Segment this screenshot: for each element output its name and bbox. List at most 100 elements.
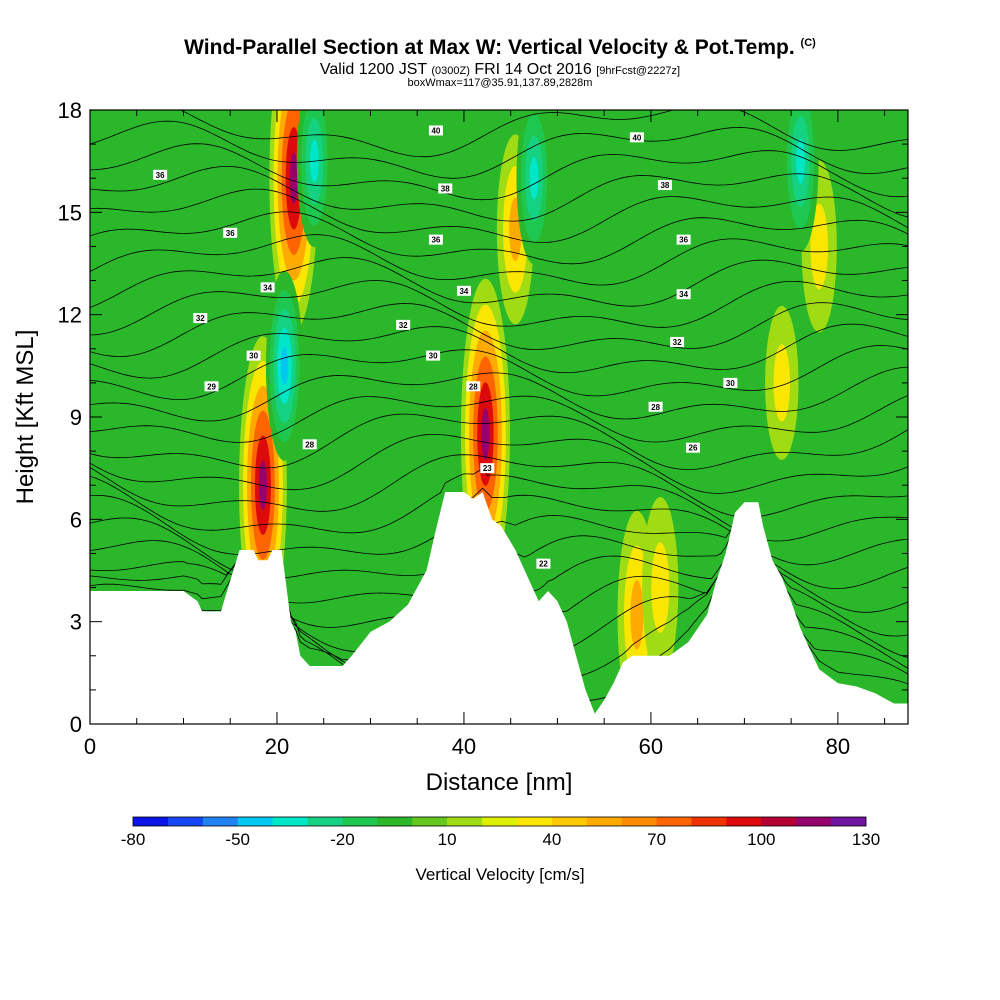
contour-label-text-4: 38 — [660, 181, 669, 190]
contour-label-20: 28 — [302, 439, 317, 450]
colorbar-tick-label-2: -20 — [330, 830, 355, 849]
colorbar-swatch-5 — [307, 817, 343, 826]
contour-label-text-21: 26 — [689, 444, 698, 453]
isentrope-line-19 — [90, 234, 908, 286]
x-tick-label-1: 20 — [265, 734, 289, 759]
contour-label-text-7: 36 — [679, 236, 688, 245]
colorbar-swatch-8 — [412, 817, 448, 826]
y-tick-label-3: 9 — [70, 405, 82, 430]
x-axis-title: Distance [nm] — [426, 769, 573, 796]
x-tick-label-4: 80 — [826, 734, 850, 759]
colorbar-tick-label-3: 10 — [438, 830, 457, 849]
isentrope-line-15 — [90, 323, 908, 379]
chart-subtitle-2: boxWmax=117@35.91,137.89,2828m — [407, 77, 593, 89]
contour-label-text-11: 32 — [196, 314, 205, 323]
contour-label-bg-4 — [657, 180, 672, 191]
contour-label-3: 38 — [438, 183, 453, 194]
isentrope-line-7 — [90, 487, 908, 566]
contour-label-19: 28 — [648, 401, 663, 412]
updraft-core-4-level-2 — [630, 580, 644, 650]
contour-label-2: 36 — [153, 169, 168, 180]
downdraft-core-3-level-3 — [795, 138, 805, 184]
terrain-mask — [90, 492, 908, 724]
contour-label-text-15: 30 — [429, 352, 438, 361]
subtitle-date: FRI 14 Oct 2016 — [474, 61, 592, 78]
contour-label-16: 30 — [723, 377, 738, 388]
contour-label-text-19: 28 — [651, 403, 660, 412]
colorbar-swatch-13 — [586, 817, 622, 826]
y-tick-label-6: 18 — [58, 98, 82, 123]
contour-label-text-1: 40 — [632, 133, 641, 142]
contour-label-text-8: 34 — [263, 283, 272, 292]
contour-label-9: 34 — [456, 285, 471, 296]
colorbar-swatch-0 — [133, 817, 169, 826]
y-axis-title: Height [Kft MSL] — [12, 330, 39, 505]
contour-label-1: 40 — [629, 132, 644, 143]
isentrope-line-18 — [90, 257, 908, 308]
contour-label-bg-22 — [480, 463, 495, 474]
colorbar-swatch-9 — [447, 817, 483, 826]
chart-title: Wind-Parallel Section at Max W: Vertical… — [0, 36, 1000, 60]
colorbar-swatch-2 — [202, 817, 239, 826]
contour-label-bg-21 — [685, 442, 700, 453]
downdraft-core-0-level-4 — [280, 346, 289, 385]
contour-label-bg-16 — [723, 377, 738, 388]
contour-label-10: 34 — [676, 289, 691, 300]
updraft-core-2-level-5 — [481, 408, 490, 460]
contour-label-18: 28 — [466, 381, 481, 392]
chart-title-mark: (C) — [800, 37, 816, 49]
contour-label-17: 29 — [204, 381, 219, 392]
contour-label-12: 32 — [396, 319, 411, 330]
contour-label-text-18: 28 — [469, 382, 478, 391]
chart-subtitle: Valid 1200 JST (0300Z) FRI 14 Oct 2016 [… — [0, 61, 1000, 79]
contour-label-text-3: 38 — [441, 184, 450, 193]
colorbar-swatch-1 — [167, 817, 204, 826]
colorbar-swatch-6 — [342, 817, 378, 826]
contour-label-bg-23 — [536, 558, 551, 569]
y-tick-label-5: 15 — [58, 200, 82, 225]
contour-label-text-9: 34 — [459, 287, 468, 296]
isentrope-line-23 — [90, 143, 908, 201]
contour-label-23: 22 — [536, 558, 551, 569]
updraft-core-5-level-1 — [651, 542, 670, 633]
contour-label-bg-3 — [438, 183, 453, 194]
contour-label-text-17: 29 — [207, 382, 216, 391]
isentrope-line-8 — [90, 468, 908, 542]
contour-label-text-23: 22 — [539, 560, 548, 569]
contour-label-bg-18 — [466, 381, 481, 392]
isentrope-line-9 — [90, 454, 908, 518]
contour-label-6: 36 — [428, 234, 443, 245]
colorbar-tick-label-6: 100 — [747, 830, 775, 849]
colorbar-swatch-3 — [237, 817, 273, 826]
contour-label-14: 30 — [246, 350, 261, 361]
contour-label-text-20: 28 — [305, 440, 314, 449]
isentrope-line-24 — [90, 120, 908, 179]
colorbar-tick-label-0: -80 — [121, 830, 146, 849]
contour-label-0: 40 — [428, 125, 443, 136]
x-tick-label-0: 0 — [84, 734, 96, 759]
isentrope-line-13 — [90, 366, 908, 422]
contour-label-text-16: 30 — [726, 379, 735, 388]
contour-label-bg-13 — [670, 336, 685, 347]
y-tick-label-2: 6 — [70, 507, 82, 532]
contour-label-text-6: 36 — [431, 236, 440, 245]
isentrope-line-25 — [90, 110, 908, 158]
contour-label-text-10: 34 — [679, 290, 688, 299]
colorbar-swatch-15 — [656, 817, 692, 826]
isentrope-line-22 — [90, 166, 908, 222]
isentrope-line-21 — [90, 188, 908, 243]
contour-label-text-5: 36 — [226, 229, 235, 238]
colorbar-swatch-18 — [761, 817, 797, 826]
contour-label-bg-5 — [223, 227, 238, 238]
colorbar-swatch-19 — [796, 817, 832, 826]
colorbar-swatch-7 — [377, 817, 413, 826]
isentrope-line-17 — [90, 280, 908, 336]
chart-title-main: Wind-Parallel Section at Max W: Vertical… — [184, 36, 795, 59]
colorbar-title: Vertical Velocity [cm/s] — [415, 865, 584, 884]
colorbar-swatch-16 — [691, 817, 727, 826]
y-tick-label-1: 3 — [70, 610, 82, 635]
contour-label-13: 32 — [670, 336, 685, 347]
contour-label-5: 36 — [223, 227, 238, 238]
contour-label-bg-11 — [193, 313, 208, 324]
contour-label-text-13: 32 — [673, 338, 682, 347]
